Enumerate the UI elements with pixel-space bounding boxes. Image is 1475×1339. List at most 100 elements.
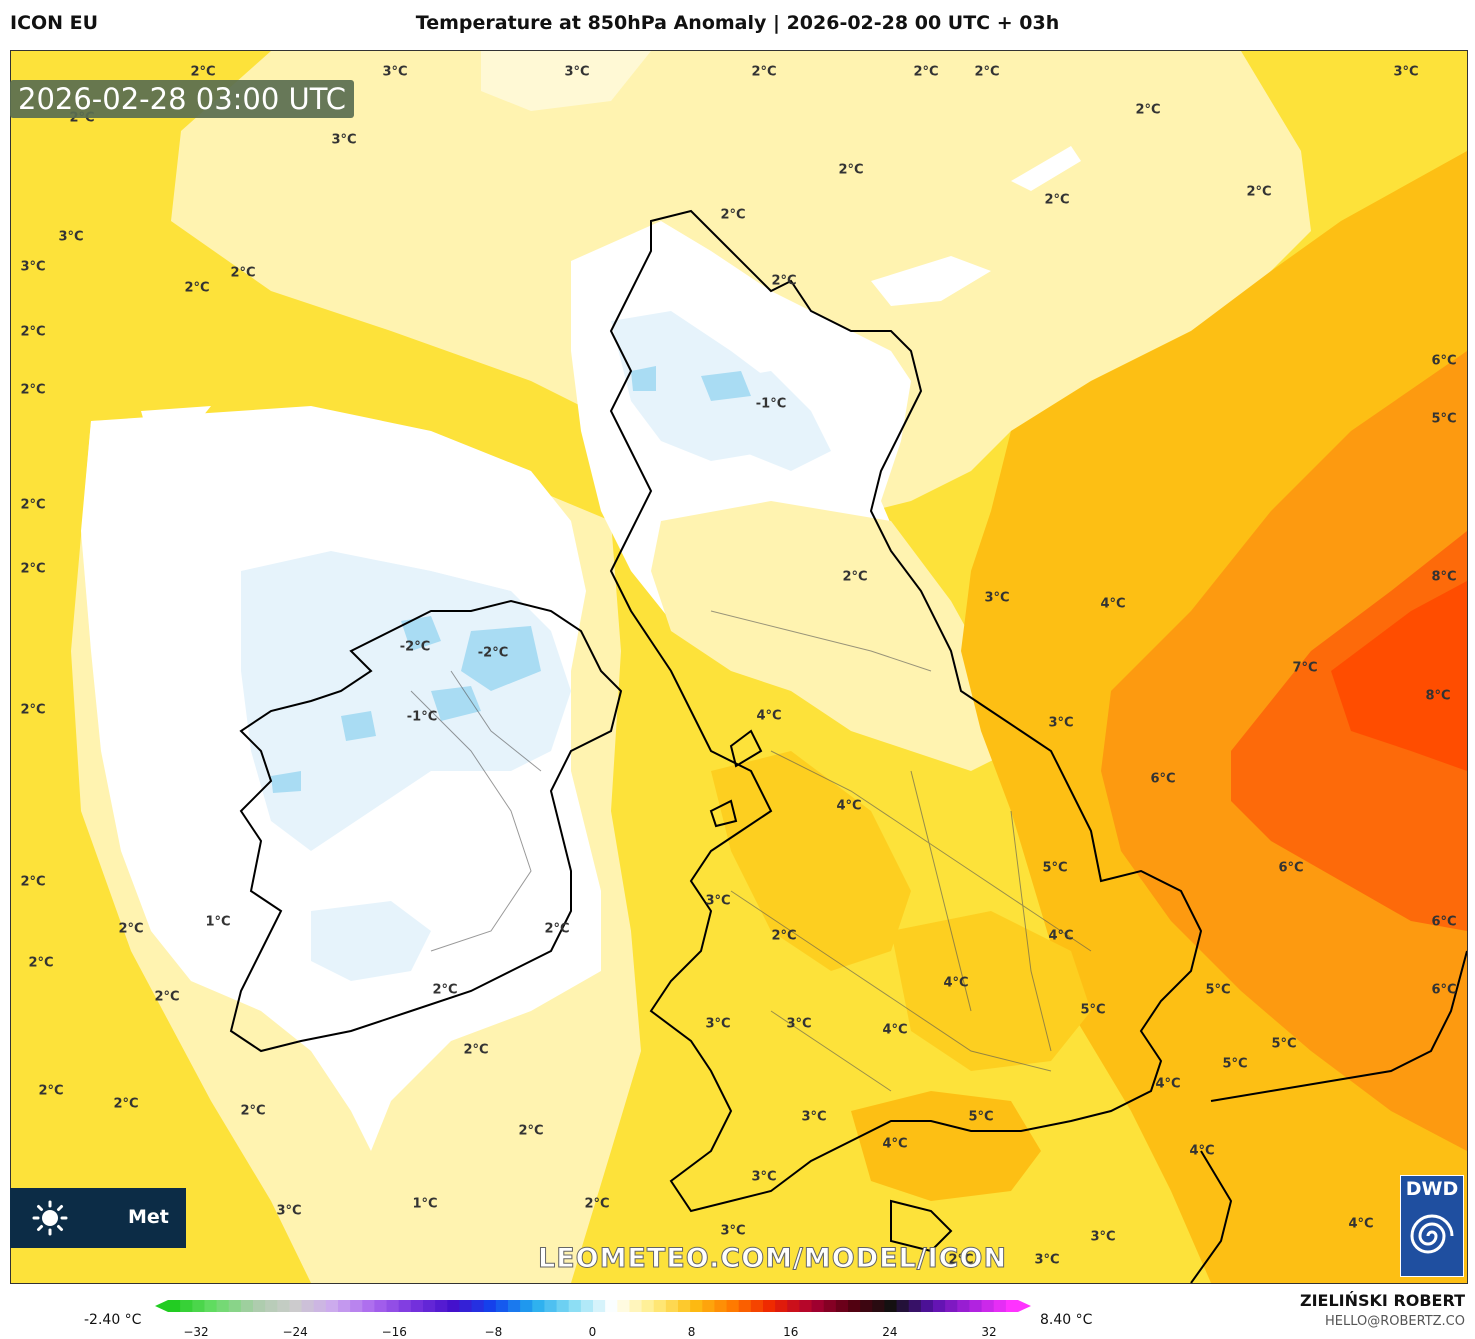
colorbar-segment <box>641 1300 655 1312</box>
map-area[interactable]: 2°C 3°C 3°C 2°C 2°C 2°C 3°C 2°C 3°C 2°C … <box>10 50 1468 1284</box>
map-label: 3°C <box>1048 715 1074 731</box>
map-label: 4°C <box>836 798 862 814</box>
colorbar-segment <box>981 1300 995 1312</box>
map-label: 2°C <box>20 702 46 718</box>
map-label: 3°C <box>1090 1229 1116 1245</box>
colorbar-segment <box>811 1300 825 1312</box>
map-label: 3°C <box>801 1109 827 1125</box>
map-label: 2°C <box>584 1196 610 1212</box>
colorbar-segment <box>459 1300 473 1312</box>
colorbar-segment <box>168 1300 181 1312</box>
map-label: 6°C <box>1431 982 1457 998</box>
map-label: 2°C <box>38 1083 64 1099</box>
colorbar-segment <box>265 1300 278 1312</box>
map-label: 6°C <box>1431 353 1457 369</box>
map-label: 3°C <box>786 1016 812 1032</box>
colorbar-segment <box>192 1300 205 1312</box>
colorbar-segment <box>483 1300 497 1312</box>
colorbar-segment <box>447 1300 460 1312</box>
colorbar-tick-label: −16 <box>381 1325 407 1339</box>
map-label: 2°C <box>720 207 746 223</box>
map-label: 2°C <box>1135 102 1161 118</box>
colorbar-segment <box>617 1300 630 1312</box>
map-label: 4°C <box>1348 1216 1374 1232</box>
map-label: -1°C <box>755 396 787 412</box>
meteo-brand-text: Met <box>128 1206 169 1228</box>
colorbar-segment <box>410 1300 424 1312</box>
map-label: 7°C <box>1292 660 1318 676</box>
colorbar-segment <box>872 1300 885 1312</box>
map-label: 8°C <box>1431 569 1457 585</box>
map-label: 8°C <box>1425 688 1451 704</box>
colorbar-segment <box>1005 1300 1018 1312</box>
colorbar-segment <box>896 1300 910 1312</box>
colorbar-segment <box>277 1300 290 1312</box>
map-label: 2°C <box>20 874 46 890</box>
map-label: 4°C <box>1155 1076 1181 1092</box>
map-label: 3°C <box>20 259 46 275</box>
colorbar-segment <box>702 1300 715 1312</box>
map-label: 6°C <box>1431 914 1457 930</box>
map-label: 2°C <box>974 64 1000 80</box>
colorbar-segment <box>508 1300 521 1312</box>
colorbar-tick-label: −32 <box>183 1325 209 1339</box>
map-label: 3°C <box>705 893 731 909</box>
colorbar-tick-label: 24 <box>882 1325 898 1339</box>
map-label: 3°C <box>720 1223 746 1239</box>
map-label: 2°C <box>1044 192 1070 208</box>
map-label: 3°C <box>1034 1252 1060 1268</box>
map-label: 2°C <box>230 265 256 281</box>
author-email: HELLO@ROBERTZ.CO <box>1324 1314 1465 1329</box>
colorbar-segment <box>362 1300 375 1312</box>
colorbar-tick-label: 0 <box>588 1325 597 1339</box>
colorbar <box>168 1300 1018 1312</box>
colorbar-segment <box>933 1300 946 1312</box>
map-label: 2°C <box>518 1123 544 1139</box>
map-label: 4°C <box>1189 1143 1215 1159</box>
map-label: 2°C <box>20 382 46 398</box>
map-label: 2°C <box>28 955 54 971</box>
colorbar-segment <box>775 1300 788 1312</box>
colorbar-segment <box>556 1300 570 1312</box>
colorbar-segment <box>435 1300 448 1312</box>
map-label: 5°C <box>1080 1002 1106 1018</box>
map-label: 2°C <box>20 324 46 340</box>
map-label: 2°C <box>913 64 939 80</box>
colorbar-segment <box>350 1300 363 1312</box>
colorbar-segment <box>204 1300 218 1312</box>
colorbar-segment <box>653 1300 667 1312</box>
colorbar-tick-label: 8 <box>687 1325 696 1339</box>
model-name: ICON EU <box>10 12 99 34</box>
map-label: 2°C <box>1246 184 1272 200</box>
map-label: 1°C <box>205 914 231 930</box>
colorbar-segment <box>216 1300 230 1312</box>
colorbar-segment <box>313 1300 327 1312</box>
colorbar-max-label: 8.40 °C <box>1040 1312 1093 1328</box>
map-label: 2°C <box>118 921 144 937</box>
colorbar-segment <box>823 1300 837 1312</box>
colorbar-segment <box>763 1300 776 1312</box>
map-label: 2°C <box>190 64 216 80</box>
map-label: 4°C <box>882 1136 908 1152</box>
map-label: 2°C <box>751 64 777 80</box>
colorbar-segment <box>253 1300 266 1312</box>
map-label: 5°C <box>1205 982 1231 998</box>
swirl-icon <box>1410 1214 1454 1254</box>
colorbar-segment <box>593 1300 606 1312</box>
map-label: 3°C <box>705 1016 731 1032</box>
map-label: 2°C <box>20 561 46 577</box>
map-label: 6°C <box>1150 771 1176 787</box>
colorbar-segment <box>301 1300 315 1312</box>
colorbar-segment <box>180 1300 193 1312</box>
colorbar-segment <box>240 1300 254 1312</box>
dwd-logo: DWD <box>1400 1175 1464 1277</box>
map-title: Temperature at 850hPa Anomaly | 2026-02-… <box>415 12 1060 34</box>
valid-time-badge: 2026-02-28 03:00 UTC <box>10 80 355 118</box>
colorbar-tick-label: 32 <box>981 1325 997 1339</box>
map-label: -2°C <box>477 645 509 661</box>
colorbar-segment <box>568 1300 582 1312</box>
map-label: 2°C <box>544 921 570 937</box>
map-label: 2°C <box>113 1096 139 1112</box>
colorbar-segment <box>726 1300 740 1312</box>
colorbar-segment <box>471 1300 485 1312</box>
